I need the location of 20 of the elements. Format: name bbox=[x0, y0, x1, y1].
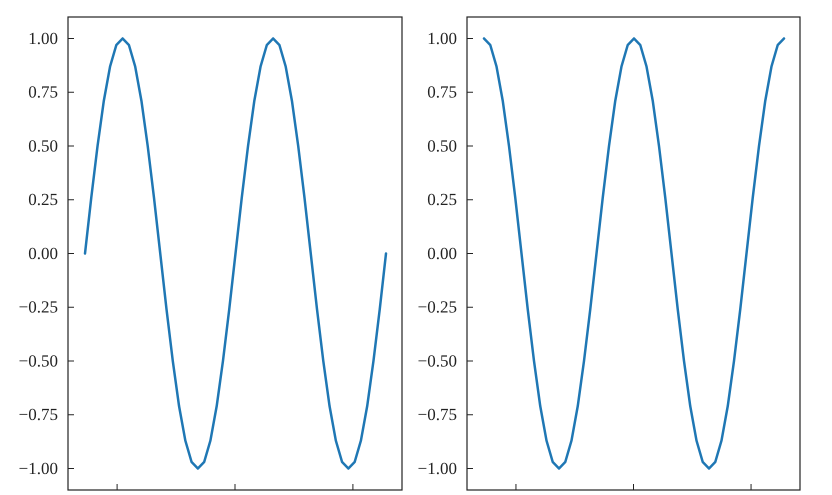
y-tick-label: −0.25 bbox=[18, 298, 58, 317]
y-tick-label: −0.25 bbox=[418, 298, 457, 317]
y-tick-label: −0.50 bbox=[418, 351, 457, 370]
y-tick-label: −0.75 bbox=[418, 405, 457, 424]
y-tick-label: 1.00 bbox=[28, 28, 58, 48]
y-tick-label: −1.00 bbox=[18, 458, 58, 478]
y-tick-label: −0.75 bbox=[18, 405, 58, 424]
y-tick-label: −0.50 bbox=[18, 351, 58, 370]
y-tick-label: 0.25 bbox=[427, 190, 457, 210]
line-series bbox=[84, 37, 388, 470]
y-tick-label: 0.50 bbox=[28, 136, 58, 156]
y-tick-label: 0.50 bbox=[427, 136, 457, 156]
y-tick-label: 0.00 bbox=[427, 244, 457, 263]
y-tick-label: 0.75 bbox=[427, 82, 457, 102]
y-tick-label: 0.00 bbox=[28, 244, 58, 263]
y-tick-label: 0.75 bbox=[28, 82, 58, 102]
y-tick-label: 1.00 bbox=[427, 28, 457, 48]
line-series bbox=[482, 37, 786, 470]
y-tick-label: 0.25 bbox=[28, 190, 58, 210]
y-tick-label: −1.00 bbox=[418, 458, 457, 478]
